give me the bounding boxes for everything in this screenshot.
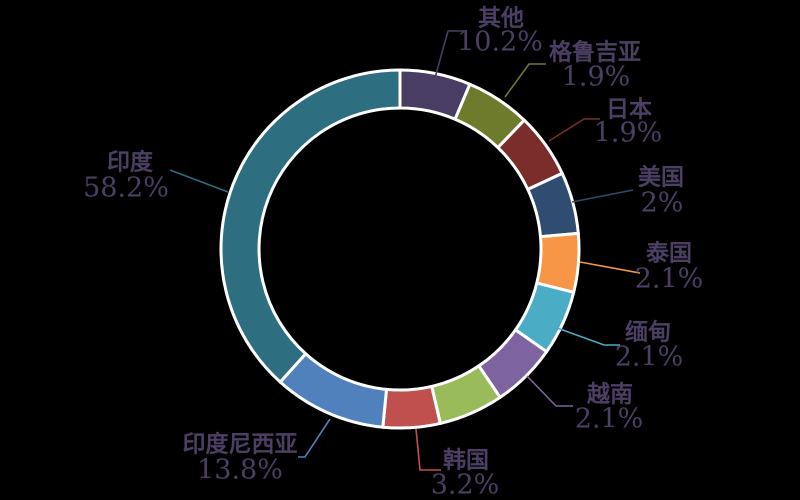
label-japan-value: 1.9% [594, 118, 663, 149]
leader-vietnam [526, 375, 573, 407]
leader-indonesia [298, 418, 331, 458]
label-vietnam-value: 2.1% [575, 404, 644, 435]
label-india-name: 印度 [107, 149, 154, 176]
leader-usa [571, 189, 634, 203]
leader-myanmar [548, 324, 620, 346]
label-myanmar-name: 缅甸 [625, 319, 671, 346]
label-south-korea-value: 3.2% [431, 470, 500, 500]
label-georgia-name: 格鲁吉亚 [549, 39, 641, 66]
segment-india [219, 68, 402, 384]
label-myanmar-value: 2.1% [615, 342, 684, 373]
label-usa-value: 2% [641, 188, 684, 219]
label-thailand-value: 2.1% [635, 264, 704, 295]
leader-india [169, 169, 229, 193]
label-indonesia-name: 印度尼西亚 [183, 431, 298, 458]
leader-japan [548, 118, 600, 142]
label-indonesia-value: 13.8% [197, 455, 283, 486]
leader-others [432, 30, 466, 86]
leader-thailand [579, 261, 641, 274]
segment-south-korea [381, 384, 442, 430]
label-others-name: 其他 [478, 5, 524, 32]
leader-georgia [504, 63, 546, 98]
label-others-value: 10.2% [457, 27, 543, 58]
label-usa-name: 美国 [638, 164, 684, 191]
label-india-value: 58.2% [83, 173, 169, 204]
label-georgia-value: 1.9% [562, 62, 631, 93]
leader-south-korea [415, 428, 441, 471]
label-south-korea-name: 韩国 [443, 447, 489, 474]
label-japan-name: 日本 [606, 96, 652, 123]
label-thailand-name: 泰国 [645, 240, 692, 267]
label-vietnam-name: 越南 [587, 381, 633, 408]
